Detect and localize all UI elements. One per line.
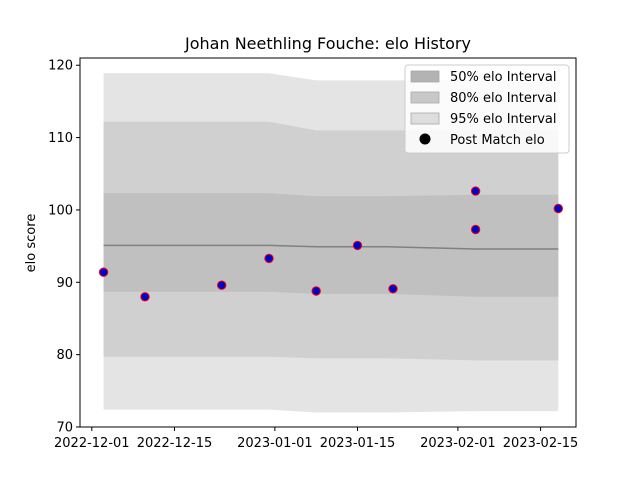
legend-marker — [419, 133, 431, 145]
y-tick-label: 110 — [48, 131, 73, 146]
plot-area: 2022-12-01 2022-12-15 2023-01-01 2023-01-15… — [48, 57, 579, 451]
y-tick-label: 70 — [56, 421, 73, 436]
legend-box — [404, 64, 570, 154]
y-tick-label: 90 — [56, 276, 73, 291]
data-point — [553, 203, 563, 214]
x-tick-label: 2023-02-15 — [503, 436, 579, 451]
legend: 50% elo Interval 80% elo Interval 95% elo … — [404, 64, 570, 154]
chart-title: Johan Neethling Fouche: elo History — [184, 34, 471, 53]
data-point — [311, 286, 321, 296]
legend-swatch — [410, 112, 440, 125]
y-tick-label: 100 — [48, 203, 73, 218]
data-point — [352, 240, 363, 251]
data-point — [470, 186, 481, 196]
data-point — [264, 253, 274, 264]
y-axis-label: elo score — [24, 214, 39, 273]
legend-label: 80% elo Interval — [450, 91, 557, 106]
y-tick-label: 120 — [48, 59, 73, 74]
data-point — [140, 292, 150, 302]
legend-swatch — [410, 91, 440, 104]
legend-label: 50% elo Interval — [450, 70, 557, 85]
x-tick-label: 2022-12-15 — [137, 436, 213, 451]
x-tick-label: 2023-01-01 — [237, 436, 313, 451]
x-tick-label: 2023-02-01 — [420, 436, 496, 451]
data-point — [217, 280, 227, 290]
legend-label: 95% elo Interval — [450, 112, 557, 127]
legend-swatch — [410, 70, 440, 83]
x-tick-label: 2023-01-15 — [320, 436, 396, 451]
legend-label: Post Match elo — [450, 133, 545, 148]
data-point — [98, 267, 109, 277]
y-tick-label: 80 — [56, 348, 73, 363]
plot-frame — [79, 57, 577, 428]
x-tick-label: 2022-12-01 — [54, 436, 130, 451]
data-point — [470, 224, 481, 235]
mean-elo-line — [103, 244, 559, 250]
band-3 — [103, 193, 559, 297]
data-point — [388, 284, 398, 294]
